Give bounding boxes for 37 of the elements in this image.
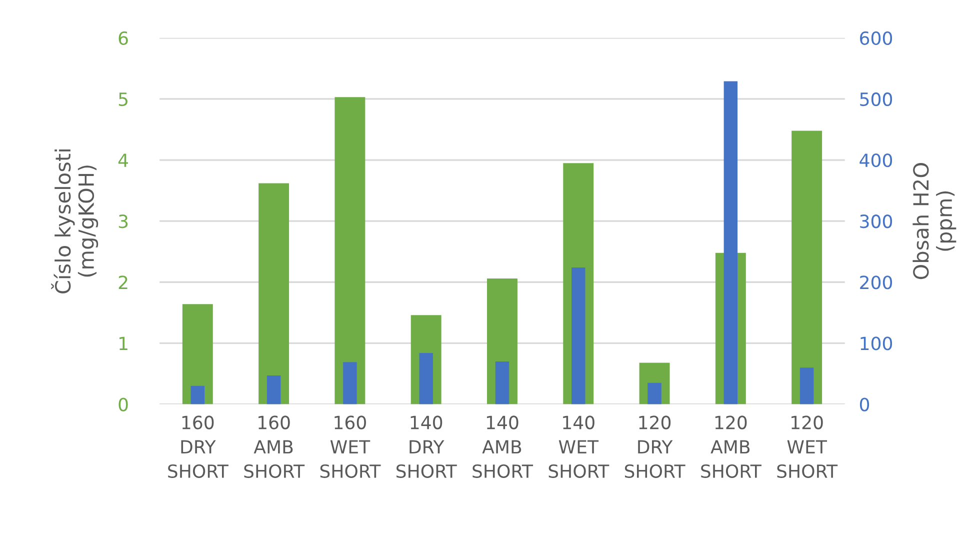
x-tick-label: 160 DRY SHORT: [168, 416, 228, 478]
bar: [190, 386, 204, 404]
y2-tick-label: 200: [860, 276, 892, 290]
y2-tick-label: 300: [860, 214, 892, 228]
bar: [572, 267, 586, 404]
y-tick-label: 6: [118, 31, 128, 46]
x-tick-label: 140 DRY SHORT: [396, 416, 457, 478]
bar: [648, 382, 662, 404]
y2-tick-label: 500: [860, 92, 892, 106]
x-tick-label: 160 WET SHORT: [320, 416, 381, 478]
y-tick-label: 0: [118, 398, 128, 412]
y2-tick-label: 0: [860, 398, 870, 412]
y-tick-label: 5: [118, 92, 128, 106]
x-tick-label: 160 AMB SHORT: [244, 416, 305, 478]
y2-tick-label: 100: [860, 336, 892, 350]
bar: [419, 352, 433, 404]
bar: [792, 130, 822, 404]
y2-axis-title: Obsah H2O (ppm): [912, 163, 956, 280]
bar: [343, 362, 357, 404]
bar: [266, 376, 281, 404]
y2-tick-label: 600: [860, 31, 892, 46]
bar: [334, 97, 366, 404]
y-tick-label: 2: [118, 276, 128, 289]
x-tick-label: 120 AMB SHORT: [701, 416, 762, 478]
x-tick-label: 140 AMB SHORT: [472, 416, 534, 478]
bar: [800, 368, 814, 404]
y-tick-label: 1: [120, 336, 128, 350]
x-tick-label: 140 WET SHORT: [548, 416, 610, 478]
x-tick-label: 120 WET SHORT: [777, 416, 838, 478]
bar: [495, 362, 510, 404]
bar: [182, 304, 213, 404]
y-axis-title: Číslo kyselosti (mg/gKOH): [51, 150, 98, 294]
bar: [258, 183, 290, 404]
y-tick-label: 4: [118, 154, 128, 167]
x-tick-label: 120 DRY SHORT: [624, 416, 686, 478]
y2-tick-label: 400: [860, 153, 892, 168]
y-tick-label: 3: [118, 214, 128, 228]
